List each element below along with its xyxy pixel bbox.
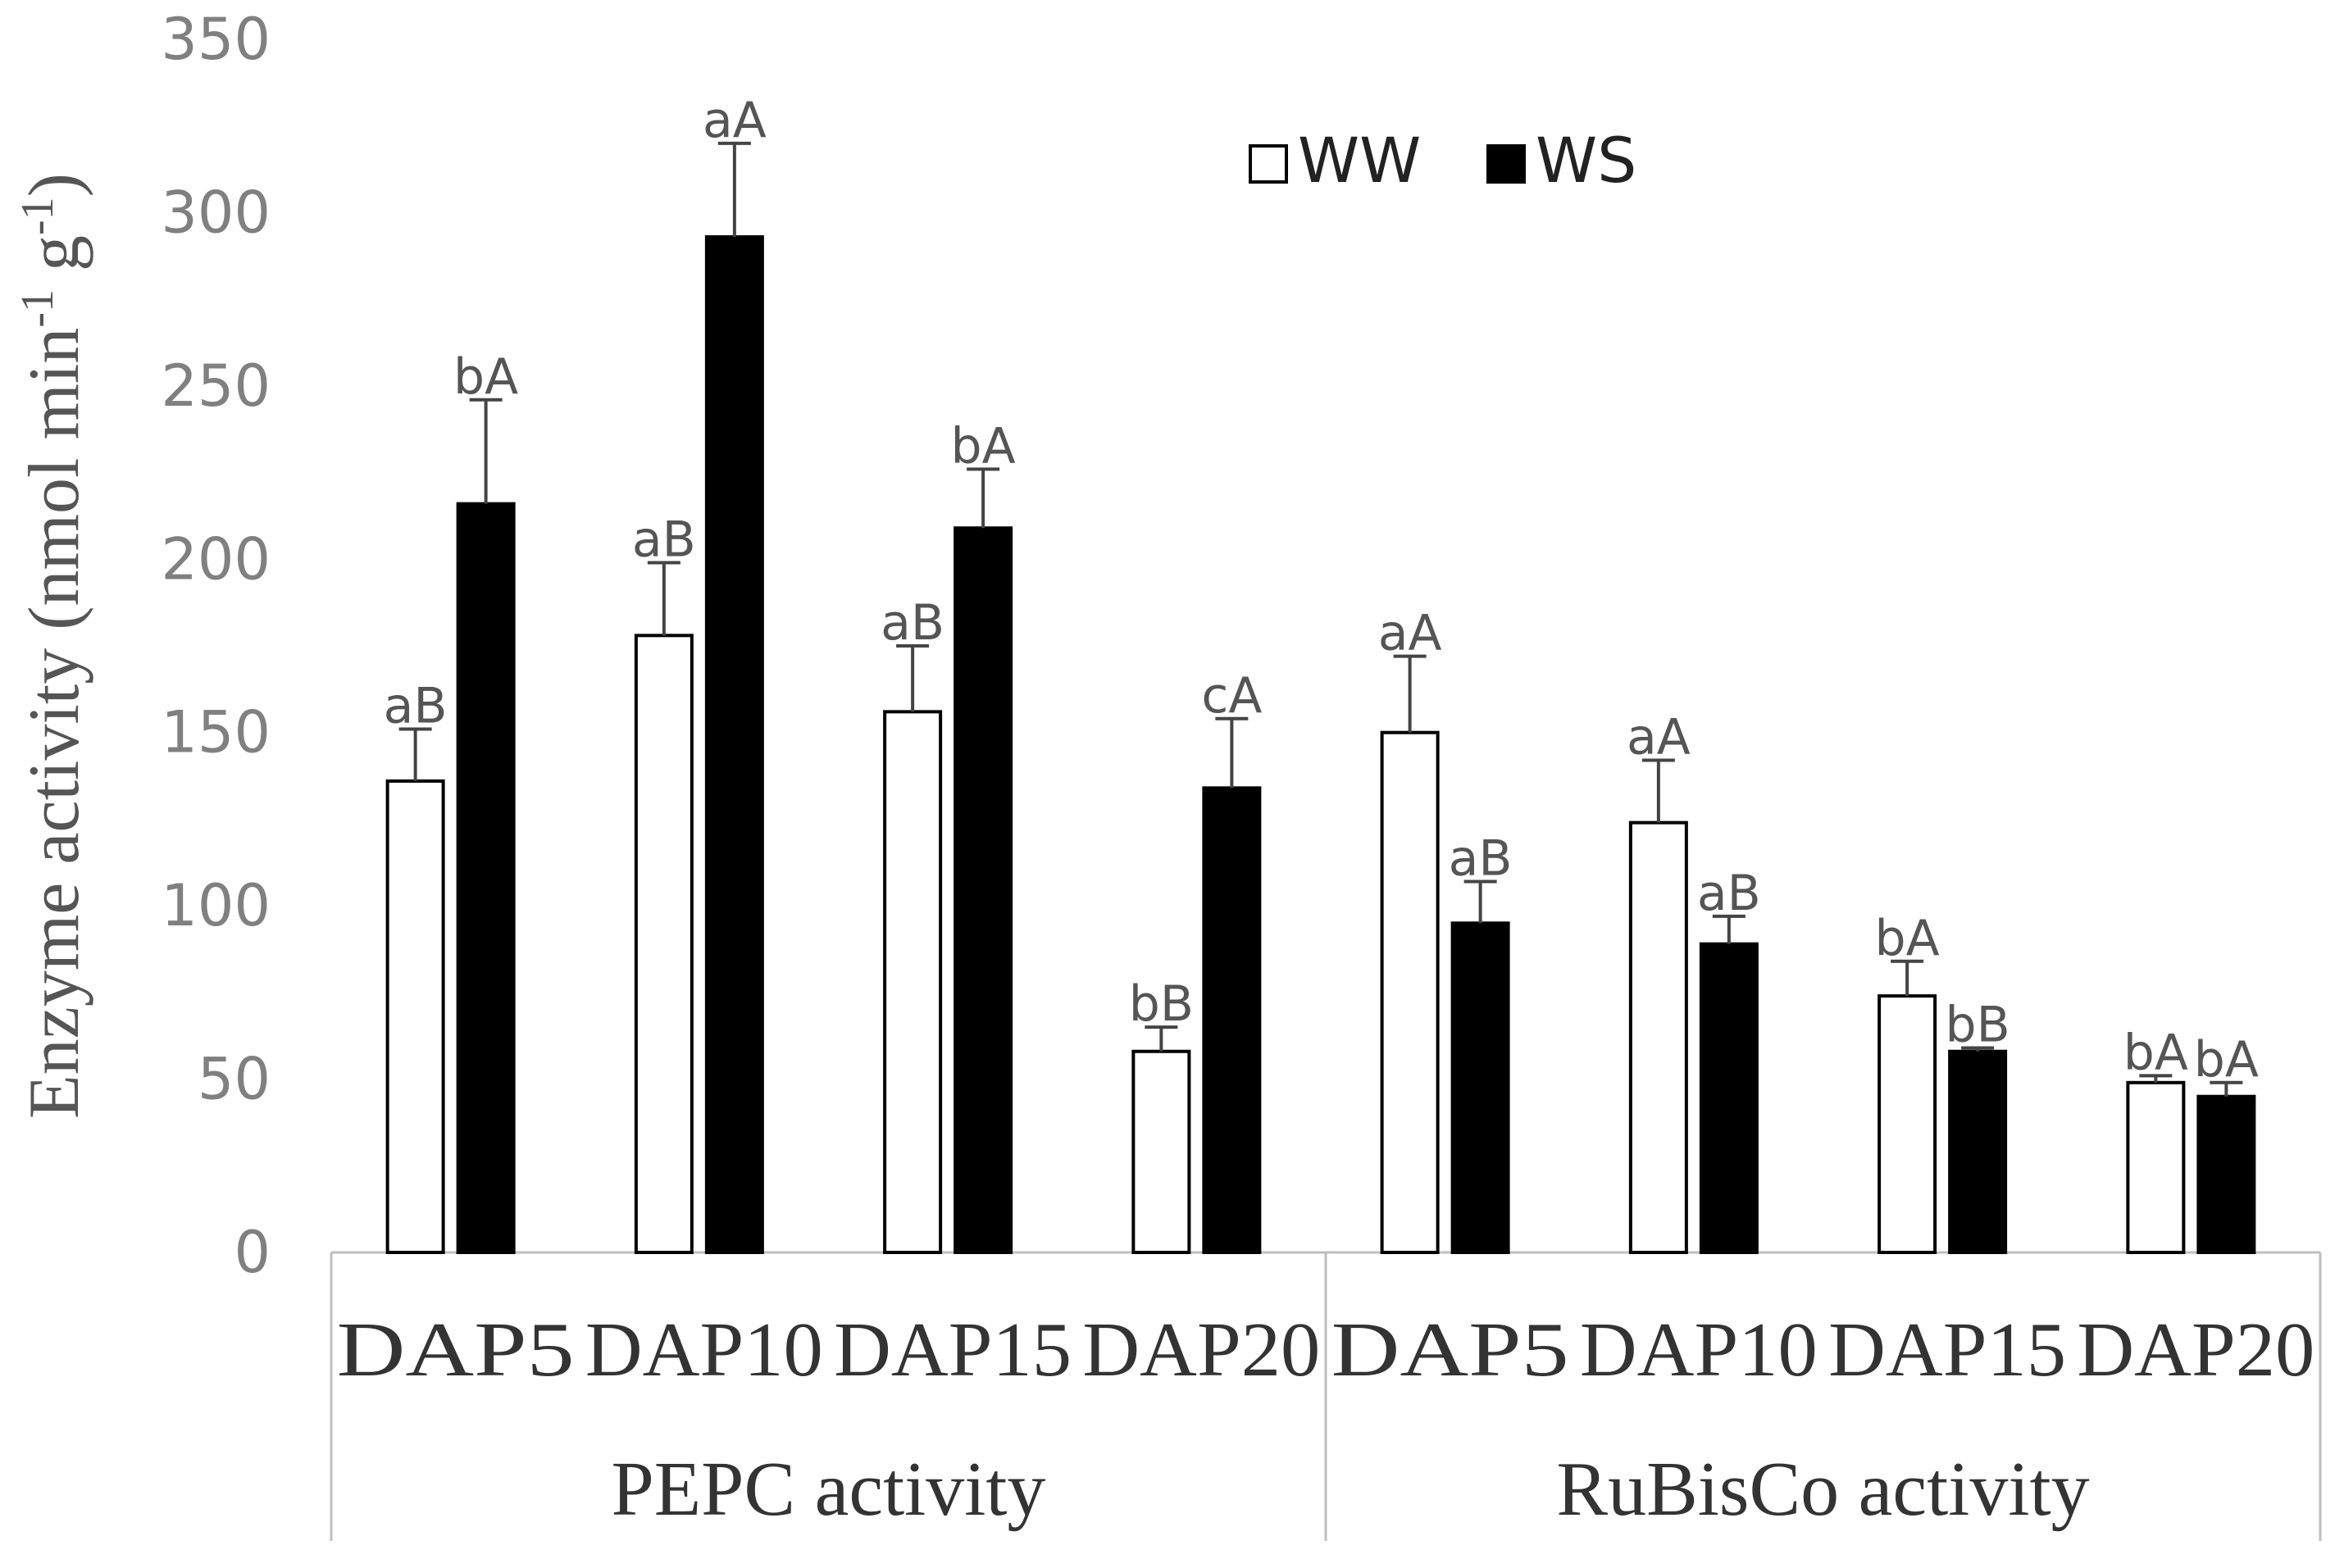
group-label: RuBisCo activity [1556,1447,2089,1532]
significance-label: bA [951,417,1016,475]
category-label: DAP20 [1082,1307,1320,1393]
y-axis-ticks: 0 50 100 150 200 250 300 350 [161,6,271,1286]
y-axis-title: Enzyme activity (nmol min-1 g-1) [12,173,94,1119]
ww-bar [1380,730,1440,1254]
category-label: DAP15 [834,1307,1072,1393]
y-axis-label-superscript: -1 [12,289,63,328]
significance-label: bB [1129,975,1194,1033]
significance-label: aA [1627,709,1691,766]
legend: WW WS [1249,124,1636,197]
legend-label-ws: WS [1536,124,1636,197]
y-tick-label: 250 [161,352,271,420]
bars [385,141,2256,1255]
y-tick-label: 350 [161,6,271,73]
category-label: DAP15 [1828,1307,2066,1393]
legend-swatch-ws [1486,144,1526,184]
y-tick-label: 150 [161,699,271,766]
ws-bar [456,502,516,1254]
ww-bar [1628,820,1688,1254]
significance-label: bA [2194,1031,2259,1089]
y-tick-label: 300 [161,179,271,246]
significance-label: aA [1378,605,1442,662]
ws-bar [1450,921,1510,1255]
significance-label: aA [703,92,767,149]
ws-bar [1202,786,1262,1254]
y-axis-label-superscript: -1 [12,197,63,235]
ww-bar [385,779,445,1254]
ww-bar [1131,1049,1191,1254]
category-label: DAP20 [2077,1307,2314,1393]
ws-bar [1699,942,1759,1254]
category-label: DAP5 [337,1307,575,1393]
y-tick-label: 100 [161,872,271,939]
group-label: PEPC activity [611,1447,1045,1532]
ww-bar [2126,1080,2186,1255]
significance-label: aB [881,594,944,652]
ww-bar [1877,994,1937,1254]
significance-label: cA [1201,667,1262,725]
significance-label: bA [1875,910,1940,967]
category-label: DAP5 [1331,1307,1569,1393]
significance-label: bA [453,348,518,406]
significance-label: aB [632,511,696,569]
significance-label: bA [2123,1024,2188,1081]
category-label: DAP10 [1580,1307,1818,1393]
y-axis-label-part: Enzyme activity (nmol min [15,328,94,1119]
significance-label: aB [384,677,448,734]
ww-bar [634,634,694,1254]
ws-bar [1948,1049,2008,1254]
y-axis-label: Enzyme activity (nmol min-1 g-1) [12,173,94,1119]
ws-bar [954,526,1013,1254]
legend-swatch-ww [1249,144,1288,184]
category-label: DAP10 [585,1307,823,1393]
significance-label: aB [1449,830,1513,888]
y-axis-label-part: g [15,235,94,289]
significance-label: aB [1697,865,1761,922]
ws-bar [2196,1094,2256,1254]
significance-label: bB [1946,997,2010,1054]
legend-label-ww: WW [1298,124,1421,197]
ww-bar [883,710,943,1254]
y-axis-label-part: ) [15,173,94,197]
y-tick-label: 200 [161,525,271,593]
ws-bar [704,235,764,1254]
y-tick-label: 50 [198,1046,271,1113]
y-tick-label: 0 [234,1219,271,1286]
